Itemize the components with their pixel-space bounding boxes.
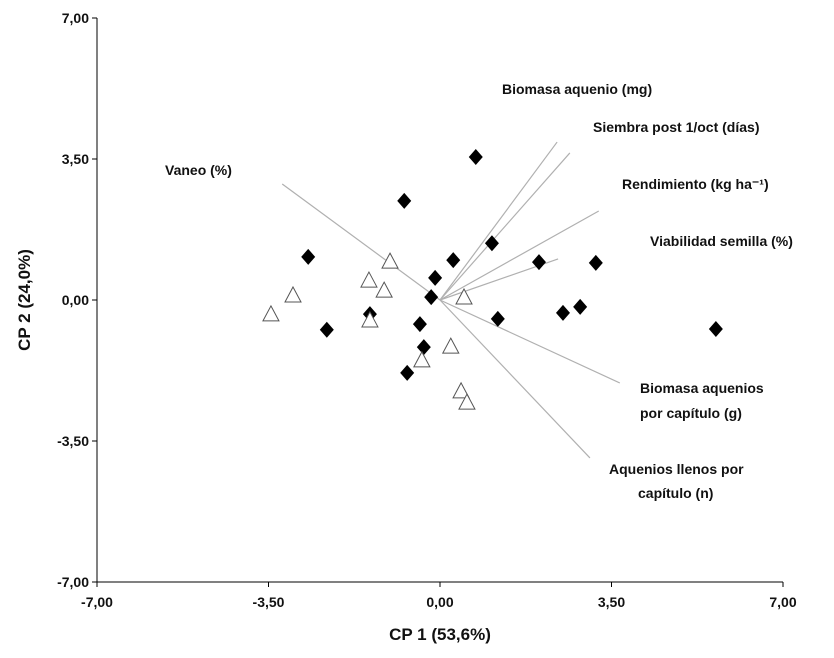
point — [413, 350, 431, 368]
y-tick-label: 0,00 — [62, 292, 89, 308]
point — [284, 285, 302, 303]
vector-label: Siembra post 1/oct (días) — [593, 119, 759, 135]
x-tick-label: 3,50 — [598, 594, 625, 610]
point — [468, 148, 483, 165]
y-tick-label: 3,50 — [62, 151, 89, 167]
point — [400, 364, 415, 381]
point — [455, 287, 473, 305]
x-axis-label: CP 1 (53,6%) — [389, 625, 491, 644]
point — [262, 304, 280, 322]
point — [381, 252, 399, 269]
point — [416, 339, 431, 356]
x-tick-label: -3,50 — [253, 594, 285, 610]
vector-label: Vaneo (%) — [165, 162, 232, 178]
loading-vector — [439, 141, 558, 301]
loading-vector — [439, 152, 571, 301]
point — [531, 254, 546, 271]
vector-label: Rendimiento (kg ha⁻¹) — [622, 176, 769, 192]
loading-vector — [439, 299, 621, 384]
point — [360, 271, 378, 288]
point — [452, 381, 470, 399]
loading-vector — [439, 210, 600, 301]
point — [588, 254, 603, 271]
y-tick-label: -3,50 — [57, 433, 89, 449]
x-tick-label: 0,00 — [426, 594, 453, 610]
x-tick-label: 7,00 — [769, 594, 796, 610]
vector-label: Biomasa aquenio (mg) — [502, 81, 652, 97]
point — [397, 192, 412, 209]
vector-label: Biomasa aquenios — [640, 380, 764, 396]
y-tick-label: 7,00 — [62, 10, 89, 26]
vector-label: por capítulo (g) — [640, 405, 742, 421]
loading-vector — [439, 299, 591, 459]
point — [708, 321, 723, 338]
point — [361, 310, 379, 328]
point — [301, 248, 316, 265]
y-tick-label: -7,00 — [57, 574, 89, 590]
loading-vector — [281, 183, 441, 301]
point — [458, 393, 476, 410]
y-axis-label: CP 2 (24,0%) — [15, 249, 34, 351]
point — [555, 304, 570, 321]
vector-label: Aquenios llenos por — [609, 461, 744, 477]
vector-label: Viabilidad semilla (%) — [650, 233, 793, 249]
point — [484, 235, 499, 252]
point — [319, 321, 334, 338]
point — [424, 289, 439, 306]
point — [428, 269, 443, 286]
point — [573, 298, 588, 315]
point — [441, 337, 460, 354]
point — [412, 316, 427, 333]
point — [375, 281, 393, 298]
point — [446, 252, 461, 269]
x-tick-label: -7,00 — [81, 594, 113, 610]
vector-label: capítulo (n) — [638, 485, 713, 501]
point — [490, 310, 505, 327]
